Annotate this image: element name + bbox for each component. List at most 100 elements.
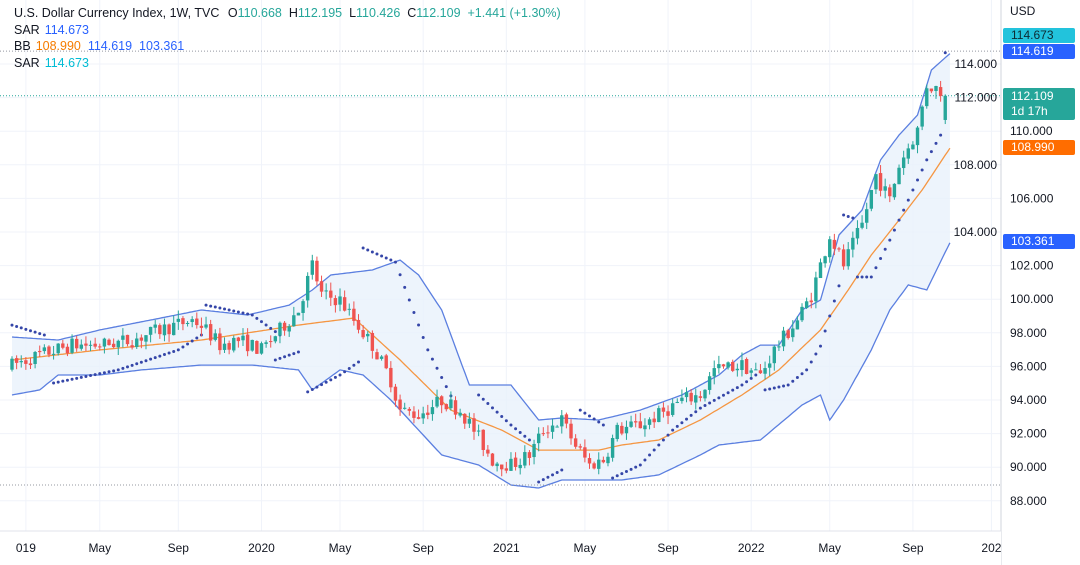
- sar-dot: [708, 401, 712, 405]
- candle-body: [449, 399, 453, 409]
- candle-body: [657, 408, 661, 423]
- sar-dot: [407, 298, 411, 302]
- candle-body: [389, 367, 393, 388]
- candle-body: [324, 290, 328, 292]
- sar-dot: [486, 402, 490, 406]
- time-tick-label: Sep: [902, 541, 924, 555]
- price-lines: [0, 50, 1001, 486]
- sar-dot: [176, 348, 180, 352]
- bb-lower-value: 103.361: [139, 39, 185, 53]
- candle-body: [47, 346, 51, 355]
- sar-dot: [851, 216, 855, 220]
- time-tick-label: 202: [981, 541, 1001, 555]
- candle-body: [888, 187, 892, 197]
- sar-dot: [380, 254, 384, 258]
- legend-sar2-row[interactable]: SAR 114.673: [14, 55, 561, 72]
- last-price-tag: 112.109 1d 17h: [1003, 88, 1075, 120]
- sar-dot: [42, 333, 46, 337]
- candle-body: [689, 392, 693, 402]
- sar-dot: [162, 353, 166, 357]
- legend-sar-row[interactable]: SAR 114.673: [14, 22, 561, 39]
- candle-body: [504, 468, 509, 471]
- sar-dot: [190, 339, 194, 343]
- sar-dot: [791, 379, 795, 383]
- sar-dot: [79, 375, 83, 379]
- candle-body: [865, 209, 869, 223]
- candle-body: [282, 322, 287, 331]
- sar-dot: [666, 433, 670, 437]
- sar-dot: [888, 238, 892, 242]
- sar-dot: [500, 414, 504, 418]
- candle-body: [375, 352, 379, 360]
- candle-body: [943, 95, 947, 120]
- sar-dot: [181, 345, 185, 349]
- candle-body: [153, 324, 157, 328]
- candle-body: [319, 281, 324, 292]
- sar-price-tag: 114.673: [1003, 28, 1075, 43]
- price-axis-panel[interactable]: [1001, 0, 1080, 565]
- candle-body: [305, 275, 310, 301]
- candle-body: [804, 301, 809, 308]
- sar-dot: [902, 208, 906, 212]
- candle-body: [694, 395, 698, 403]
- candle-body: [33, 352, 37, 365]
- sar-dot: [435, 366, 439, 370]
- sar-dot: [671, 428, 675, 432]
- candle-body: [620, 425, 624, 434]
- sar-dot: [153, 356, 157, 360]
- candle-body: [846, 249, 850, 267]
- price-tick-label: 92.000: [1010, 427, 1047, 441]
- candle-body: [541, 433, 545, 435]
- sar-dot: [777, 385, 781, 389]
- legend-bb-row[interactable]: BB 108.990 114.619 103.361: [14, 38, 561, 55]
- candle-body: [490, 453, 495, 466]
- price-tick-label: 110.000: [1010, 124, 1053, 138]
- sar-dot: [255, 316, 259, 320]
- candle-body: [264, 342, 268, 344]
- time-axis-panel[interactable]: [0, 531, 1001, 565]
- candle-body: [222, 343, 227, 350]
- time-tick-label: May: [574, 541, 597, 555]
- candle-body: [444, 404, 448, 410]
- candle-body: [135, 338, 139, 347]
- sar-dot: [333, 375, 337, 379]
- sar-dot: [800, 372, 804, 376]
- candle-body: [51, 353, 56, 355]
- sar-dot: [273, 358, 277, 362]
- symbol-title[interactable]: U.S. Dollar Currency Index, 1W, TVC: [14, 6, 220, 20]
- candle-body: [130, 345, 134, 348]
- sar-dot: [555, 470, 559, 474]
- sar-dot: [712, 398, 716, 402]
- sar-dot: [634, 465, 638, 469]
- sar-dot: [772, 386, 776, 390]
- candle-body: [550, 425, 555, 432]
- sar-dot: [426, 348, 430, 352]
- candle-body: [250, 339, 254, 351]
- sar-dot: [292, 352, 296, 356]
- candle-body: [144, 335, 148, 342]
- price-tick-label: 108.000: [954, 158, 998, 172]
- candle-body: [638, 421, 643, 429]
- bb-fill: [12, 53, 950, 488]
- sar-dot: [601, 423, 605, 427]
- sar-dot: [855, 275, 859, 279]
- sar-dot: [597, 420, 601, 424]
- candle-body: [384, 355, 388, 369]
- candle-body: [518, 464, 522, 469]
- sar-dot: [795, 375, 799, 379]
- candle-body: [721, 364, 726, 367]
- candle-body: [767, 363, 772, 368]
- time-axis-labels: 019 May Sep 2020 May Sep 2021 May Sep 2022 May Sep 2…: [16, 541, 1002, 555]
- candle-body: [744, 358, 749, 374]
- candle-body: [19, 361, 23, 363]
- candle-body: [592, 463, 596, 469]
- candle-body: [666, 411, 670, 416]
- sar-dot: [620, 472, 624, 476]
- candle-body: [403, 407, 407, 409]
- close-value: 112.109: [416, 6, 461, 20]
- sar-dot: [384, 256, 388, 260]
- sar-dot: [629, 467, 633, 471]
- sar-dot: [527, 438, 531, 442]
- candle-body: [597, 459, 601, 469]
